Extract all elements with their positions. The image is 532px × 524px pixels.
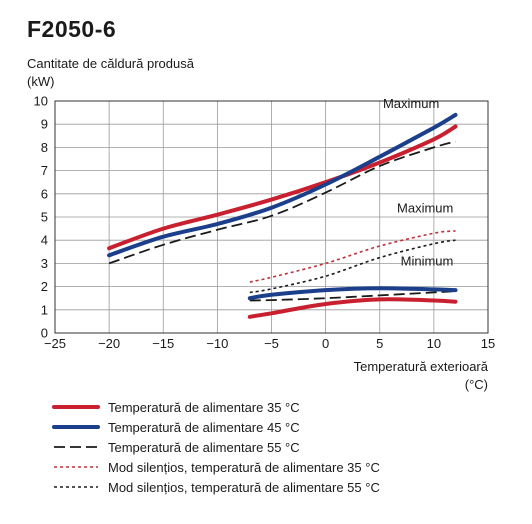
x-tick-label: −25 [44, 336, 66, 351]
series-line-min-thick [247, 286, 458, 301]
y-tick-label: 6 [41, 186, 48, 201]
line-chart: −25 −20 −15 −10 −5 0 5 10 15 0 1 2 3 4 5 6 7 8 9 10 Maximum… [34, 94, 496, 393]
annotations: Maximum Maximum Minimum [383, 96, 453, 269]
x-tick-label: 10 [427, 336, 441, 351]
x-tick-label: −10 [206, 336, 228, 351]
legend-item: Temperatură de alimentare 35 °C [52, 398, 300, 416]
x-axis-unit: (°C) [465, 377, 488, 392]
y-tick-label: 3 [41, 256, 48, 271]
x-tick-label: 5 [376, 336, 383, 351]
series-line-silent-dotted [249, 239, 456, 294]
x-tick-label: −20 [98, 336, 120, 351]
legend-item: Mod silențios, temperatură de alimentare… [52, 478, 380, 496]
y-tick-label: 7 [41, 163, 48, 178]
annotation-label: Maximum [383, 96, 439, 111]
series-line-min-thick [247, 297, 458, 319]
y-tick-label: 8 [41, 140, 48, 155]
legend-label: Temperatură de alimentare 35 °C [108, 399, 300, 415]
legend-label: Mod silențios, temperatură de alimentare… [108, 459, 380, 475]
series-line-max-dashed [108, 140, 456, 265]
plot-frame [54, 100, 489, 334]
series-line-max-thick [107, 112, 458, 258]
x-axis-label: Temperatură exterioară [354, 359, 489, 374]
series-group [107, 112, 458, 319]
series-line-silent-dotted [249, 230, 456, 283]
axes: −25 −20 −15 −10 −5 0 5 10 15 0 1 2 3 4 5 6 7 8 9 10 [34, 94, 496, 352]
legend-label: Temperatură de alimentare 45 °C [108, 419, 300, 435]
legend-item: Temperatură de alimentare 55 °C [52, 438, 300, 456]
chart-title: F2050-6 [27, 16, 117, 42]
series-line-max-thick [107, 124, 458, 251]
legend-label: Mod silențios, temperatură de alimentare… [108, 479, 380, 495]
legend-item: Temperatură de alimentare 45 °C [52, 418, 300, 436]
x-tick-label: −5 [264, 336, 279, 351]
legend-swatch [52, 405, 100, 409]
annotation-label: Maximum [397, 200, 453, 215]
y-axis-label: Cantitate de căldură produsă [27, 56, 194, 71]
y-axis-unit: (kW) [27, 74, 55, 89]
y-tick-label: 2 [41, 279, 48, 294]
x-tick-label: 15 [481, 336, 495, 351]
y-tick-label: 9 [41, 117, 48, 132]
y-tick-label: 4 [41, 233, 48, 248]
legend-swatch [54, 466, 98, 468]
x-tick-label: −15 [152, 336, 174, 351]
y-tick-label: 0 [41, 326, 48, 341]
legend-item: Mod silențios, temperatură de alimentare… [52, 458, 380, 476]
series-line-min-dashed [249, 290, 456, 302]
x-tick-label: 0 [322, 336, 329, 351]
legend-swatch [54, 446, 98, 448]
legend-label: Temperatură de alimentare 55 °C [108, 439, 300, 455]
y-tick-label: 1 [41, 302, 48, 317]
annotation-label: Minimum [401, 254, 454, 269]
legend-swatch [52, 425, 100, 429]
y-tick-label: 5 [41, 210, 48, 225]
y-tick-label: 10 [34, 94, 48, 109]
legend-swatch [54, 486, 98, 488]
